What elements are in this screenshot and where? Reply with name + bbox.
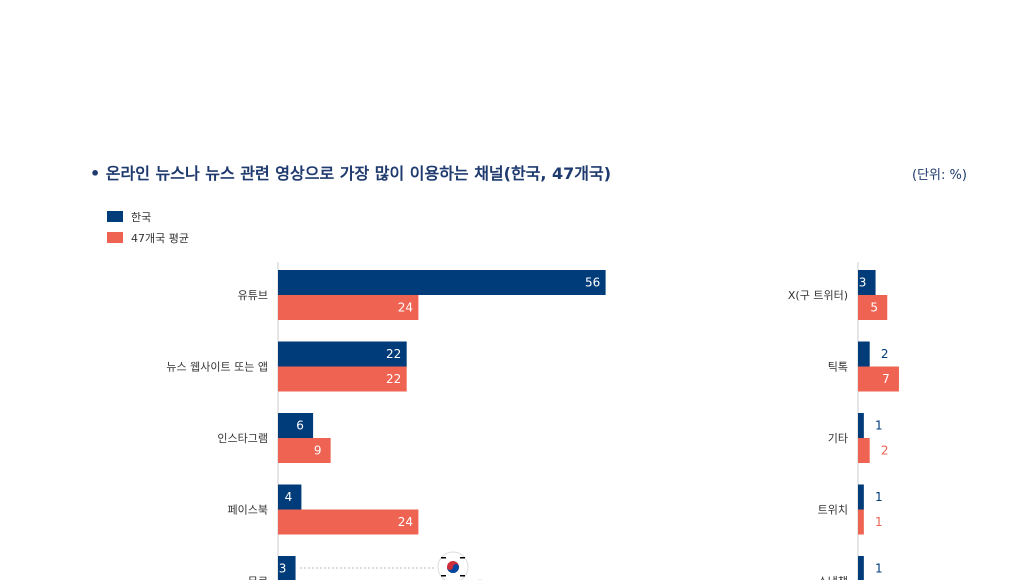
- bar-korea: [278, 341, 407, 367]
- category-label: 트위치: [818, 504, 848, 517]
- bar-average: [278, 366, 407, 392]
- category-label: X(구 트위터): [788, 289, 848, 302]
- data-label: 1: [875, 562, 883, 576]
- category-label: 스냅챗: [818, 574, 848, 580]
- category-label: 인스타그램: [217, 432, 268, 445]
- category-label: 뉴스 웹사이트 또는 앱: [166, 361, 268, 374]
- data-label: 1: [875, 419, 883, 433]
- bar-average: [858, 366, 899, 392]
- data-label: 6: [296, 419, 304, 433]
- bar-korea: [858, 556, 864, 580]
- data-label: 9: [314, 444, 322, 458]
- legend-item-average: 47개국 평균: [107, 227, 189, 248]
- bar-korea: [278, 556, 296, 580]
- data-label: 24: [398, 515, 413, 529]
- data-label: 22: [386, 372, 401, 386]
- bar-korea: [858, 341, 870, 367]
- bar-korea: [278, 413, 314, 438]
- data-label: 24: [398, 301, 413, 315]
- bar-korea: [858, 270, 876, 295]
- legend-label-korea: 한국: [131, 210, 152, 224]
- data-label: 2: [881, 347, 889, 361]
- category-label: 기타: [828, 432, 848, 445]
- legend-swatch-korea: [107, 211, 123, 222]
- category-label: 페이스북: [228, 504, 268, 517]
- data-label: 3: [279, 562, 287, 576]
- legend-item-korea: 한국: [107, 206, 189, 227]
- data-label: 22: [386, 347, 401, 361]
- data-label: 1: [875, 515, 883, 529]
- bar-average: [858, 295, 888, 320]
- bar-average: [858, 438, 870, 463]
- legend-swatch-average: [107, 232, 123, 243]
- category-label: 유튜브: [238, 289, 268, 302]
- bar-korea: [278, 484, 302, 510]
- bar-average: [858, 509, 864, 535]
- unit-label: (단위: %): [912, 168, 967, 183]
- data-label: 56: [585, 276, 600, 290]
- korea-flag-icon: [437, 551, 484, 580]
- data-label: 7: [882, 372, 890, 386]
- bar-average: [278, 509, 419, 535]
- bar-korea: [858, 413, 864, 438]
- bar-korea: [858, 484, 864, 510]
- chart-title: • 온라인 뉴스나 뉴스 관련 영상으로 가장 많이 이용하는 채널(한국, 4…: [90, 164, 612, 183]
- data-label: 2: [881, 444, 889, 458]
- category-label: 무료: [248, 575, 268, 580]
- data-label: 3: [859, 276, 867, 290]
- bar-average: [278, 438, 331, 463]
- bar-average: [278, 295, 419, 320]
- data-label: 5: [870, 301, 878, 315]
- data-label: 1: [875, 490, 883, 504]
- category-label: 틱톡: [828, 361, 848, 374]
- legend-label-average: 47개국 평균: [131, 231, 189, 245]
- bar-korea: [278, 270, 606, 295]
- legend: 한국 47개국 평균: [107, 206, 189, 248]
- data-label: 4: [285, 490, 293, 504]
